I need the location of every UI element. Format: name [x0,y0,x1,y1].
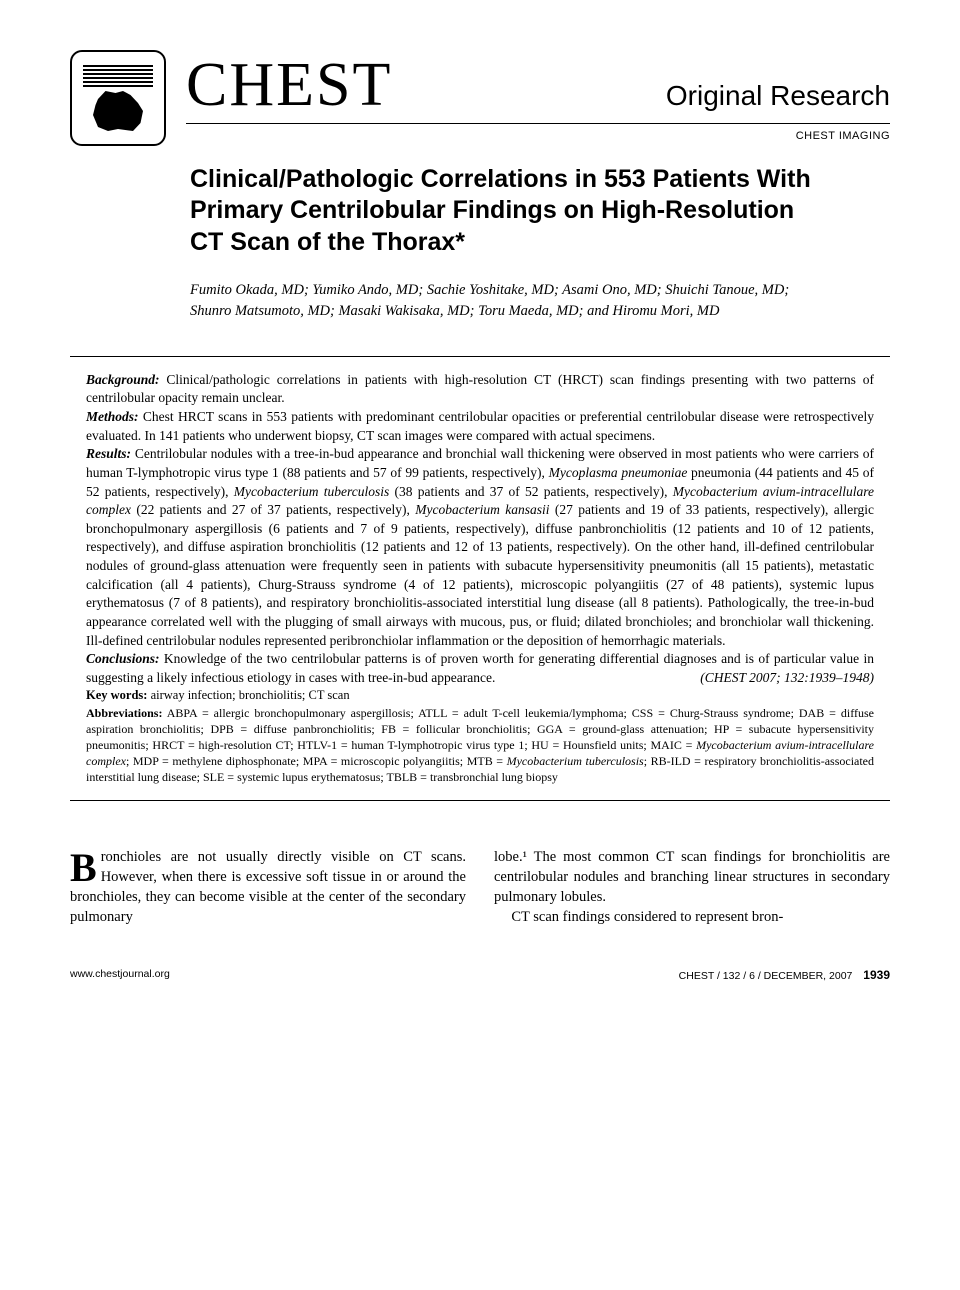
abstract-methods: Methods: Chest HRCT scans in 553 patient… [86,408,874,445]
citation: (CHEST 2007; 132:1939–1948) [700,669,874,688]
footer-issue: CHEST / 132 / 6 / DECEMBER, 2007 1939 [679,968,890,982]
logo-silhouette-icon [93,91,143,131]
abbrev-text-mid: ; MDP = methylene diphosphonate; MPA = m… [126,754,507,768]
body-para-3: CT scan findings considered to represent… [494,907,890,927]
journal-logo [70,50,166,146]
keywords-text: airway infection; bronchiolitis; CT scan [147,688,349,702]
keywords-line: Key words: airway infection; bronchiolit… [86,687,874,704]
body-para-1: Bronchioles are not usually directly vis… [70,847,466,928]
abbrev-label: Abbreviations: [86,706,162,720]
page-footer: www.chestjournal.org CHEST / 132 / 6 / D… [70,968,890,982]
background-text: Clinical/pathologic correlations in pati… [86,372,874,406]
methods-text: Chest HRCT scans in 553 patients with pr… [86,409,874,443]
subsection-label: CHEST IMAGING [186,130,890,142]
dropcap: B [70,847,101,885]
keywords-label: Key words: [86,688,147,702]
section-label: Original Research [666,80,890,112]
methods-label: Methods: [86,409,139,424]
abbrev-mtb: Mycobacterium tuberculosis [507,754,644,768]
logo-lines [83,65,153,87]
abbreviations-block: Abbreviations: ABPA = allergic bronchopu… [86,705,874,786]
body-col1-text: ronchioles are not usually directly visi… [70,849,466,926]
organism-mk: Mycobacterium kansasii [415,502,549,517]
abstract-results: Results: Centrilobular nodules with a tr… [86,445,874,650]
results-text-4: (22 patients and 27 of 37 patients, resp… [131,502,415,517]
results-text-3: (38 patients and 37 of 52 patients, resp… [389,484,673,499]
body-columns: Bronchioles are not usually directly vis… [70,847,890,928]
header-title-block: CHEST Original Research CHEST IMAGING [186,50,890,142]
footer-url: www.chestjournal.org [70,968,170,982]
article-header: CHEST Original Research CHEST IMAGING [70,50,890,146]
body-col-right: lobe.¹ The most common CT scan findings … [494,847,890,928]
background-label: Background: [86,372,160,387]
abstract-background: Background: Clinical/pathologic correlat… [86,371,874,408]
conclusions-label: Conclusions: [86,651,160,666]
body-col-left: Bronchioles are not usually directly vis… [70,847,466,928]
header-title-row: CHEST Original Research [186,50,890,124]
organism-mtb: Mycobacterium tuberculosis [234,484,389,499]
footer-issue-text: CHEST / 132 / 6 / DECEMBER, 2007 [679,970,853,982]
journal-name: CHEST [186,50,392,121]
organism-mp: Mycoplasma pneumoniae [549,465,688,480]
body-para-2: lobe.¹ The most common CT scan findings … [494,847,890,908]
article-title: Clinical/Pathologic Correlations in 553 … [190,164,830,258]
results-text-5: (27 patients and 19 of 33 patients, resp… [86,502,874,647]
abstract-conclusions: Conclusions: Knowledge of the two centri… [86,650,874,687]
footer-page-number: 1939 [855,968,890,982]
results-label: Results: [86,446,131,461]
abstract-box: Background: Clinical/pathologic correlat… [70,356,890,801]
authors-list: Fumito Okada, MD; Yumiko Ando, MD; Sachi… [190,280,790,322]
